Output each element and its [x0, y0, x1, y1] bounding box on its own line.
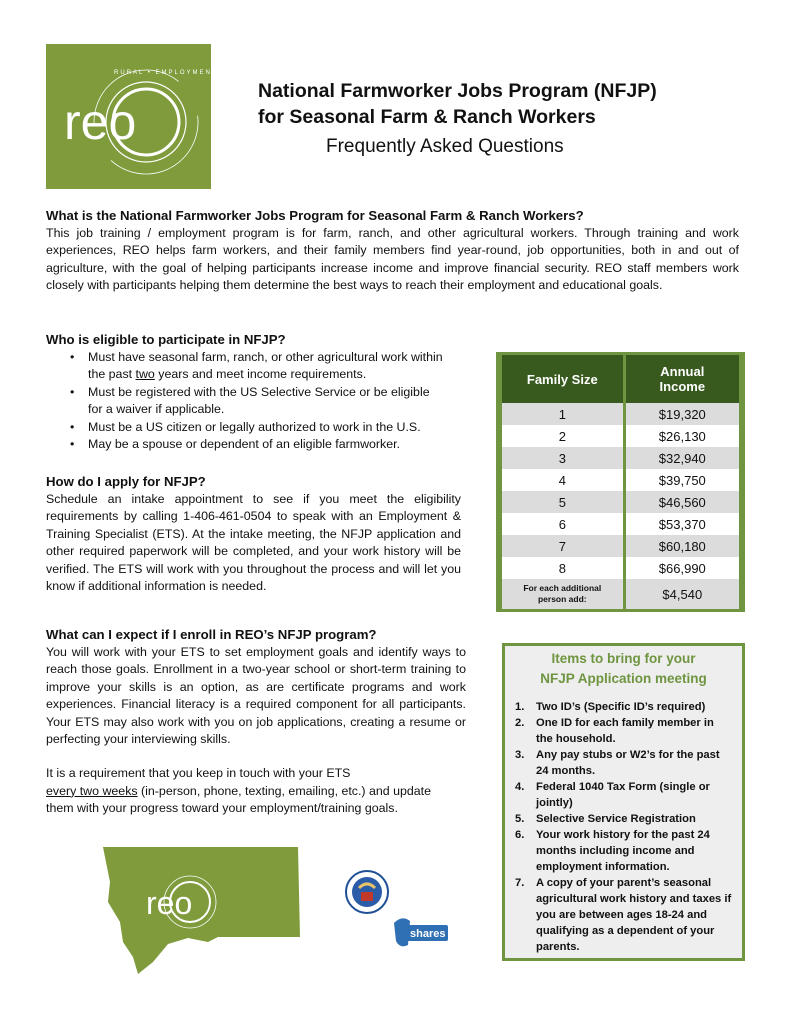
page-subtitle: Frequently Asked Questions: [326, 136, 564, 157]
income-cell: $46,560: [625, 491, 739, 513]
contact-requirement: It is a requirement that you keep in tou…: [46, 766, 432, 816]
list-item: Must be registered with the US Selective…: [46, 384, 446, 419]
family-size-cell: 5: [502, 491, 623, 513]
family-size-cell: 4: [502, 469, 623, 491]
items-to-bring-box: Items to bring for your NFJP Application …: [502, 643, 745, 961]
items-heading: Items to bring for your NFJP Application …: [540, 651, 707, 686]
section-heading: Who is eligible to participate in NFJP?: [46, 332, 286, 347]
income-cell: $60,180: [625, 535, 739, 557]
list-item: Must be a US citizen or legally authoriz…: [46, 419, 446, 437]
family-size-cell: 8: [502, 557, 623, 579]
shares-logo: shares: [392, 915, 450, 954]
family-size-cell: 6: [502, 513, 623, 535]
header-family-size: Family Size: [502, 355, 623, 403]
table-row: 5 $46,560: [502, 491, 739, 513]
svg-text:shares: shares: [410, 928, 445, 940]
table-row: 4 $39,750: [502, 469, 739, 491]
additional-label: For each additional person add:: [502, 579, 623, 609]
header-annual-income: Annual Income: [625, 355, 739, 403]
family-size-cell: 7: [502, 535, 623, 557]
section-body: Schedule an intake appointment to see if…: [46, 492, 461, 594]
table-row: 6 $53,370: [502, 513, 739, 535]
income-cell: $32,940: [625, 447, 739, 469]
table-row: 3 $32,940: [502, 447, 739, 469]
income-cell: $26,130: [625, 425, 739, 447]
list-item: 5. Selective Service Registration: [515, 813, 696, 825]
section-heading: How do I apply for NFJP?: [46, 474, 206, 489]
family-size-cell: 1: [502, 403, 623, 425]
items-list: 1. Two ID’s (Specific ID’s required) 2. One…: [515, 699, 732, 955]
list-item: 7. A copy of your parent’s seasonal agric…: [515, 877, 732, 953]
table-row: 7 $60,180: [502, 535, 739, 557]
section-eligible: Who is eligible to participate in NFJP? …: [46, 332, 446, 454]
income-cell: $39,750: [625, 469, 739, 491]
svg-text:RURAL • EMPLOYMENT: RURAL • EMPLOYMENT: [114, 70, 211, 76]
list-item: May be a spouse or dependent of an eligi…: [46, 436, 446, 454]
montana-reo-logo: reo: [98, 842, 303, 982]
income-cell: $66,990: [625, 557, 739, 579]
title-line-1: National Farmworker Jobs Program (NFJP): [258, 80, 657, 102]
additional-value: $4,540: [625, 579, 739, 609]
income-table: Family Size Annual Income 1 $19,320 2 $26,13…: [496, 352, 745, 612]
section-heading: What is the National Farmworker Jobs Pro…: [46, 208, 584, 223]
list-item: 4. Federal 1040 Tax Form (single or joint…: [515, 781, 710, 809]
table-row: 1 $19,320: [502, 403, 739, 425]
table-row: 2 $26,130: [502, 425, 739, 447]
list-item: 1. Two ID’s (Specific ID’s required): [515, 701, 706, 713]
section-body: You will work with your ETS to set emplo…: [46, 645, 466, 747]
table-row-additional: For each additional person add: $4,540: [502, 579, 739, 609]
eligibility-list: Must have seasonal farm, ranch, or other…: [46, 349, 446, 454]
section-body: This job training / employment program i…: [46, 226, 739, 293]
family-size-cell: 3: [502, 447, 623, 469]
svg-text:reo: reo: [64, 94, 136, 150]
dol-seal-icon: [345, 870, 389, 919]
list-item: 2. One ID for each family member in the h…: [515, 717, 714, 745]
page-title: National Farmworker Jobs Program (NFJP) …: [258, 78, 657, 130]
section-apply: How do I apply for NFJP? Schedule an int…: [46, 474, 461, 595]
section-expect: What can I expect if I enroll in REO’s N…: [46, 627, 466, 818]
list-item: 6. Your work history for the past 24 mont…: [515, 829, 710, 873]
section-heading: What can I expect if I enroll in REO’s N…: [46, 627, 377, 642]
section-what: What is the National Farmworker Jobs Pro…: [46, 208, 739, 295]
reo-logo: reo RURAL • EMPLOYMENT: [46, 44, 216, 189]
family-size-cell: 2: [502, 425, 623, 447]
table-row: 8 $66,990: [502, 557, 739, 579]
list-item: Must have seasonal farm, ranch, or other…: [46, 349, 446, 384]
list-item: 3. Any pay stubs or W2’s for the past 24 …: [515, 749, 720, 777]
title-line-2: for Seasonal Farm & Ranch Workers: [258, 106, 596, 128]
svg-text:reo: reo: [146, 885, 192, 921]
income-cell: $19,320: [625, 403, 739, 425]
income-cell: $53,370: [625, 513, 739, 535]
